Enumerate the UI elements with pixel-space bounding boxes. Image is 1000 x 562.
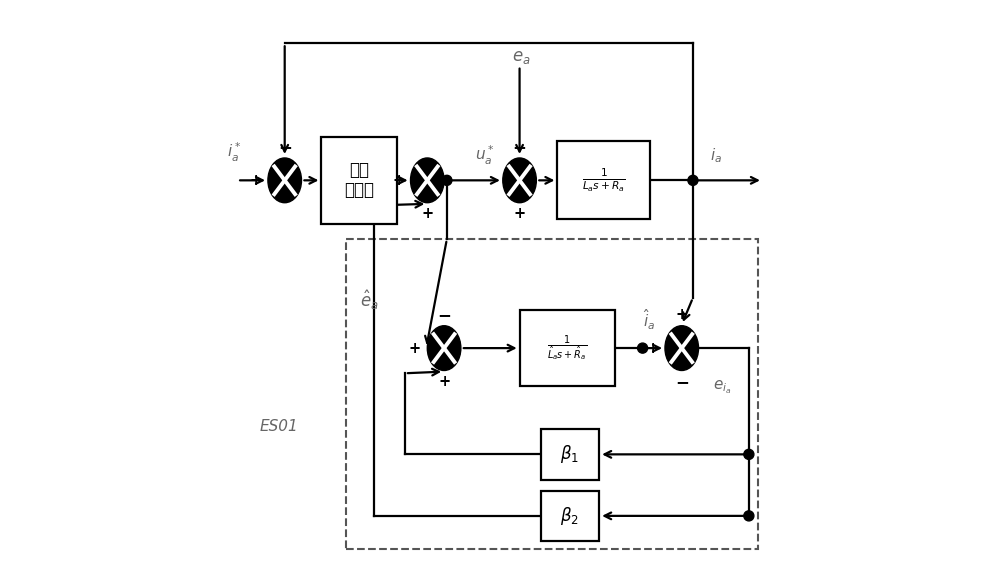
Circle shape	[442, 175, 452, 185]
Circle shape	[744, 511, 754, 521]
Text: −: −	[437, 306, 451, 324]
Text: +: +	[676, 307, 688, 322]
Text: ES01: ES01	[260, 419, 298, 434]
Text: −: −	[675, 373, 689, 391]
Text: +: +	[421, 206, 433, 221]
Text: $\beta_2$: $\beta_2$	[560, 505, 579, 527]
Ellipse shape	[411, 158, 444, 203]
Text: +: +	[647, 341, 659, 356]
Text: $e_a$: $e_a$	[512, 48, 530, 66]
Text: +: +	[250, 173, 262, 188]
Text: $i_a^*$: $i_a^*$	[227, 140, 242, 164]
Text: +: +	[409, 341, 421, 356]
Text: −: −	[278, 138, 292, 156]
Bar	[557, 141, 650, 220]
Circle shape	[688, 175, 698, 185]
Ellipse shape	[268, 158, 301, 203]
Bar	[321, 137, 397, 224]
Text: $\frac{1}{\hat{L}_a s+\hat{R}_a}$: $\frac{1}{\hat{L}_a s+\hat{R}_a}$	[547, 333, 587, 363]
Text: $e_{i_a}$: $e_{i_a}$	[713, 378, 731, 396]
Text: +: +	[392, 173, 404, 188]
Bar	[520, 310, 615, 386]
Bar	[541, 491, 599, 541]
Ellipse shape	[503, 158, 536, 203]
Circle shape	[638, 343, 648, 353]
Circle shape	[744, 450, 754, 459]
Text: +: +	[438, 374, 450, 389]
Text: 电流
调节器: 电流 调节器	[344, 162, 374, 198]
Ellipse shape	[427, 326, 461, 370]
Text: $\frac{1}{L_a s+R_a}$: $\frac{1}{L_a s+R_a}$	[582, 166, 625, 194]
Text: −: −	[513, 138, 527, 156]
Text: +: +	[514, 206, 526, 221]
Ellipse shape	[665, 326, 699, 370]
Text: $\beta_1$: $\beta_1$	[560, 443, 579, 465]
Text: $\hat{e}_a$: $\hat{e}_a$	[360, 289, 379, 312]
Text: $u_a^*$: $u_a^*$	[475, 143, 494, 167]
Text: $\hat{i}_a$: $\hat{i}_a$	[643, 308, 655, 333]
Text: $i_a$: $i_a$	[710, 146, 722, 165]
Bar	[541, 429, 599, 479]
Bar	[346, 239, 758, 550]
